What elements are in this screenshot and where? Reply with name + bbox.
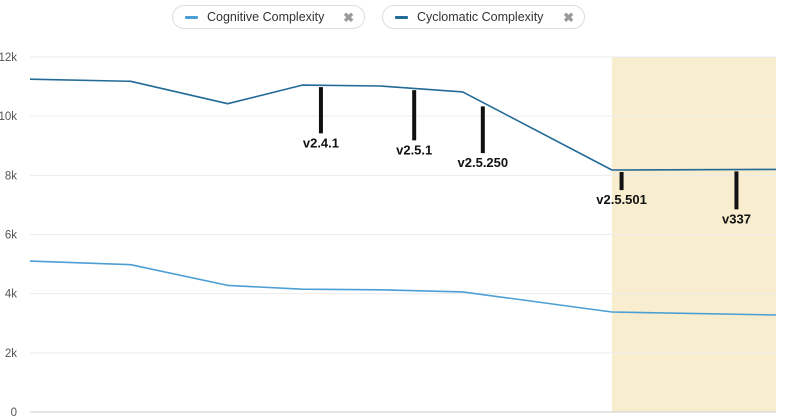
series-line-cyclomatic-complexity bbox=[29, 78, 777, 171]
y-tick-label: 10k bbox=[0, 111, 17, 123]
legend-label: Cyclomatic Complexity bbox=[417, 10, 544, 24]
event-label: v2.5.501 bbox=[596, 192, 647, 207]
series-line-cognitive-complexity bbox=[29, 260, 777, 316]
event-label: v337 bbox=[722, 211, 751, 226]
close-icon[interactable]: ✖ bbox=[563, 9, 574, 25]
legend-swatch-cyclomatic bbox=[395, 15, 408, 19]
y-tick-label: 4k bbox=[5, 289, 17, 301]
y-tick-label: 8k bbox=[5, 170, 17, 182]
y-tick-label: 0 bbox=[11, 407, 17, 419]
event-label: v2.4.1 bbox=[303, 135, 339, 150]
y-tick-label: 2k bbox=[5, 348, 17, 360]
legend-item-cognitive-complexity[interactable]: Cognitive Complexity ✖ bbox=[172, 5, 365, 29]
close-icon[interactable]: ✖ bbox=[343, 9, 354, 25]
event-label: v2.5.250 bbox=[458, 155, 509, 170]
legend-label: Cognitive Complexity bbox=[207, 10, 325, 24]
event-label: v2.5.1 bbox=[396, 142, 432, 157]
legend-swatch-cognitive bbox=[185, 15, 198, 19]
legend-item-cyclomatic-complexity[interactable]: Cyclomatic Complexity ✖ bbox=[382, 5, 585, 29]
y-tick-label: 6k bbox=[5, 230, 17, 242]
y-tick-label: 12k bbox=[0, 52, 17, 64]
chart-legend: Cognitive Complexity ✖ Cyclomatic Comple… bbox=[0, 5, 785, 31]
